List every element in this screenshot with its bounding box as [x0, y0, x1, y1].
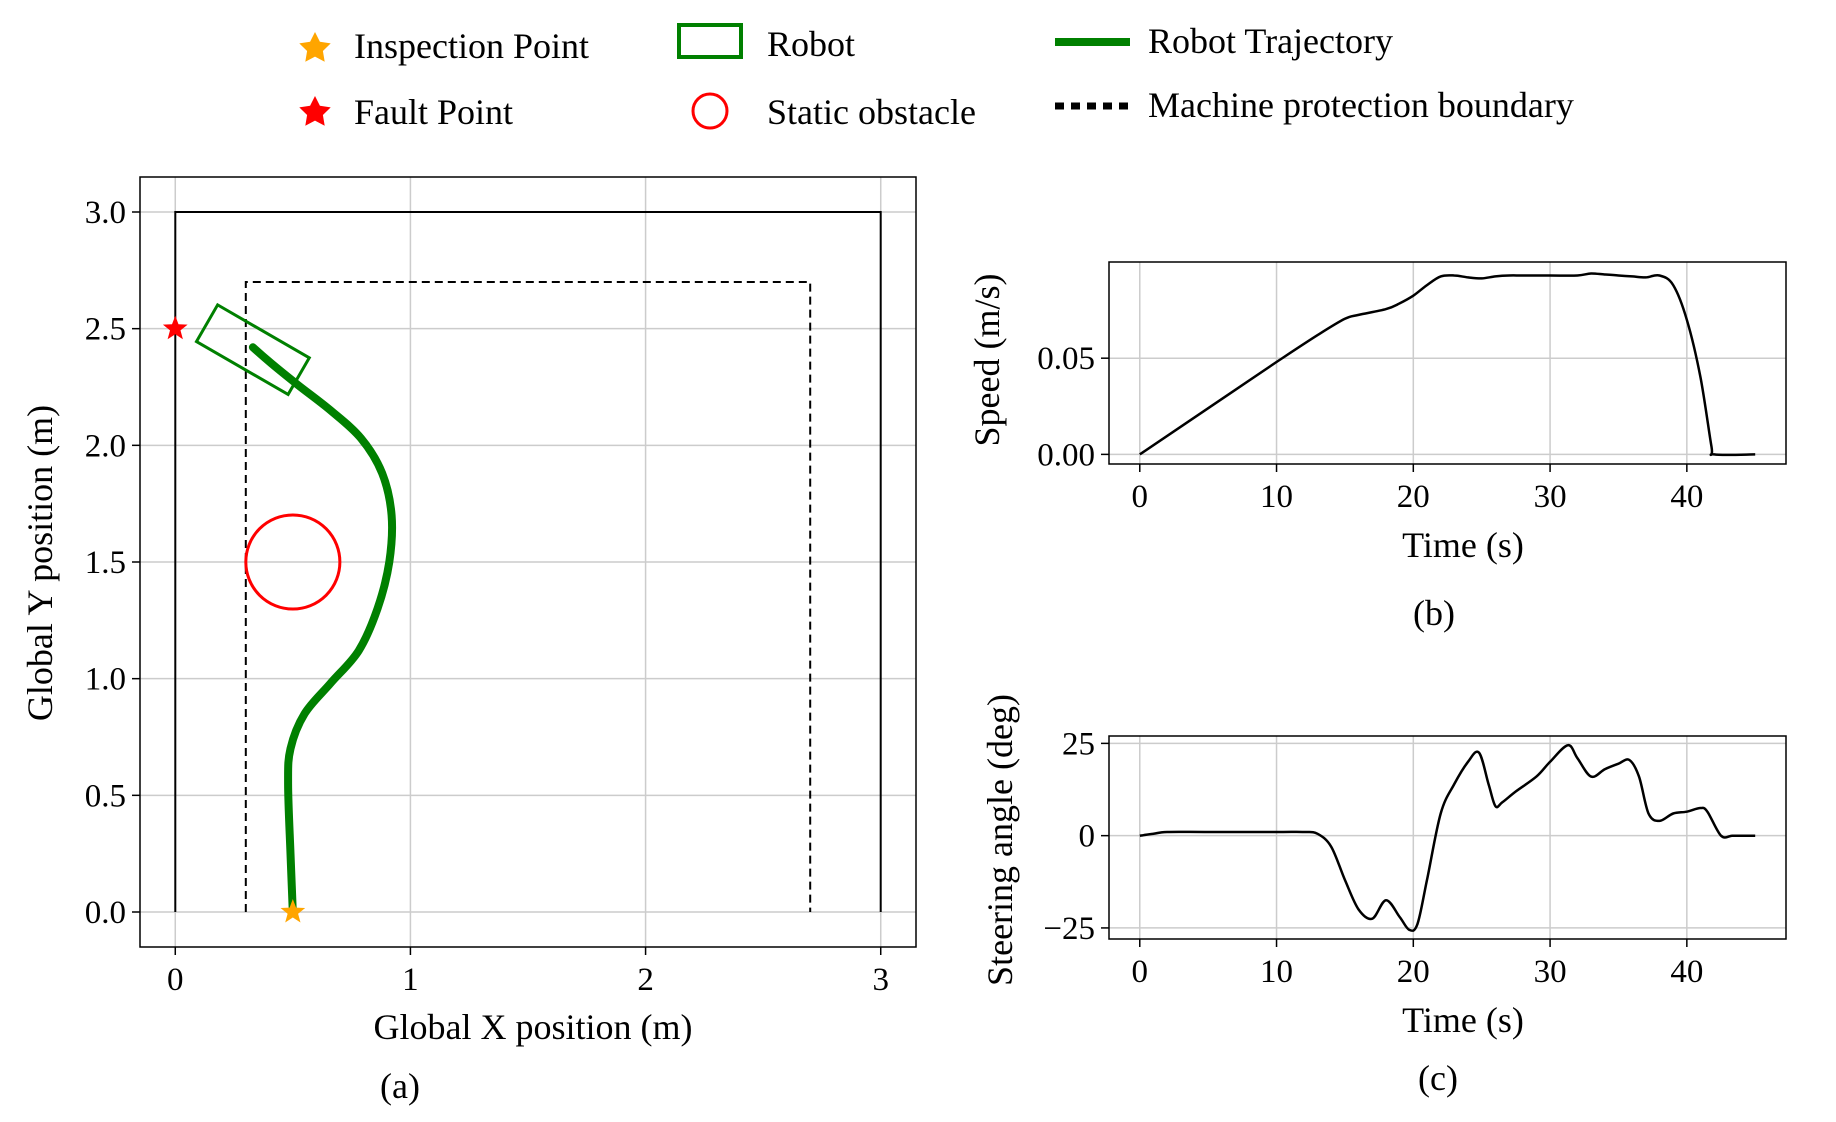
panel-b-chart: 0 10 20 30 40 0.00 0.05 Time (s) Speed (m/s) (… [967, 261, 1787, 633]
c-x-tick-label: 40 [1670, 954, 1703, 990]
a-x-tick-label: 0 [167, 962, 184, 998]
legend-item-robot-trajectory: Robot Trajectory [1055, 21, 1393, 61]
c-x-tick-label: 0 [1132, 954, 1149, 990]
static-obstacle [244, 513, 342, 611]
panel-b-x-axis-title: Time (s) [1402, 525, 1524, 565]
workspace-boundary [174, 211, 882, 912]
robot-rectangle [194, 302, 312, 397]
a-y-tick-label: 2.0 [85, 428, 126, 464]
panel-b-axes-frame [1108, 261, 1787, 465]
legend-label-inspection-point: Inspection Point [354, 26, 589, 66]
panel-a-gridlines [140, 177, 916, 947]
c-x-tick-label: 20 [1397, 954, 1430, 990]
fault-star-icon [299, 96, 331, 126]
robot-trajectory-line [248, 343, 397, 916]
inspection-star-icon [299, 32, 331, 62]
b-x-tick-label: 30 [1534, 479, 1567, 515]
fault-point-star [162, 315, 188, 340]
c-y-tick-label: 0 [1079, 819, 1096, 855]
panel-a-y-axis-title: Global Y position (m) [20, 405, 60, 721]
machine-protection-boundary [244, 281, 812, 912]
a-x-tick-label: 2 [637, 962, 654, 998]
c-x-tick-label: 10 [1260, 954, 1293, 990]
panel-b-gridlines [1109, 262, 1786, 464]
panel-c-ticks: 0 10 20 30 40 −25 0 25 [1043, 726, 1703, 990]
panel-b-label: (b) [1413, 593, 1455, 633]
panel-a-ticks: 0 1 2 3 0.0 0.5 1.0 1.5 2.0 2.5 3.0 [85, 195, 889, 998]
b-x-tick-label: 20 [1397, 479, 1430, 515]
obstacle-circle-icon [691, 92, 729, 130]
c-y-tick-label: 25 [1062, 726, 1095, 762]
c-x-tick-label: 30 [1534, 954, 1567, 990]
a-y-tick-label: 1.0 [85, 662, 126, 698]
panel-c-gridlines [1109, 736, 1786, 939]
legend-label-static-obstacle: Static obstacle [767, 92, 976, 132]
panel-a-x-axis-title: Global X position (m) [374, 1007, 693, 1047]
legend: Inspection Point Fault Point Robot Stati… [299, 21, 1574, 132]
a-y-tick-label: 2.5 [85, 312, 126, 348]
panel-c-label: (c) [1418, 1058, 1458, 1098]
panel-c-chart: 0 10 20 30 40 −25 0 25 Time (s) Steering angle … [980, 694, 1787, 1098]
legend-label-fault-point: Fault Point [354, 92, 513, 132]
a-y-tick-label: 3.0 [85, 195, 126, 231]
legend-label-robot-trajectory: Robot Trajectory [1148, 21, 1393, 61]
panel-a-label: (a) [380, 1066, 420, 1106]
c-y-tick-label: −25 [1043, 911, 1095, 947]
a-y-tick-label: 0.5 [85, 778, 126, 814]
a-y-tick-label: 0.0 [85, 895, 126, 931]
a-y-tick-label: 1.5 [85, 545, 126, 581]
legend-item-static-obstacle: Static obstacle [691, 92, 976, 132]
legend-item-inspection-point: Inspection Point [299, 26, 589, 66]
inspection-point-star [280, 899, 306, 923]
panel-c-y-axis-title: Steering angle (deg) [980, 694, 1020, 986]
b-x-tick-label: 0 [1132, 479, 1149, 515]
panel-b-ticks: 0 10 20 30 40 0.00 0.05 [1037, 341, 1703, 515]
b-x-tick-label: 10 [1260, 479, 1293, 515]
b-x-tick-label: 40 [1670, 479, 1703, 515]
steering-angle-line [1139, 743, 1756, 932]
panel-b-y-axis-title: Speed (m/s) [967, 274, 1007, 447]
robot-rect-icon [677, 23, 743, 59]
a-x-tick-label: 3 [872, 962, 889, 998]
b-y-tick-label: 0.05 [1037, 341, 1095, 377]
panel-c-axes-frame [1108, 735, 1787, 940]
legend-label-robot: Robot [767, 24, 855, 64]
speed-line [1139, 272, 1756, 457]
legend-item-machine-boundary: Machine protection boundary [1055, 85, 1574, 125]
legend-item-fault-point: Fault Point [299, 92, 513, 132]
legend-label-machine-boundary: Machine protection boundary [1148, 85, 1574, 125]
panel-c-x-axis-title: Time (s) [1402, 1000, 1524, 1040]
legend-item-robot: Robot [677, 23, 855, 64]
panel-a-chart: 0 1 2 3 0.0 0.5 1.0 1.5 2.0 2.5 3.0 Global X posit… [20, 176, 917, 1106]
b-y-tick-label: 0.00 [1037, 437, 1095, 473]
a-x-tick-label: 1 [402, 962, 419, 998]
